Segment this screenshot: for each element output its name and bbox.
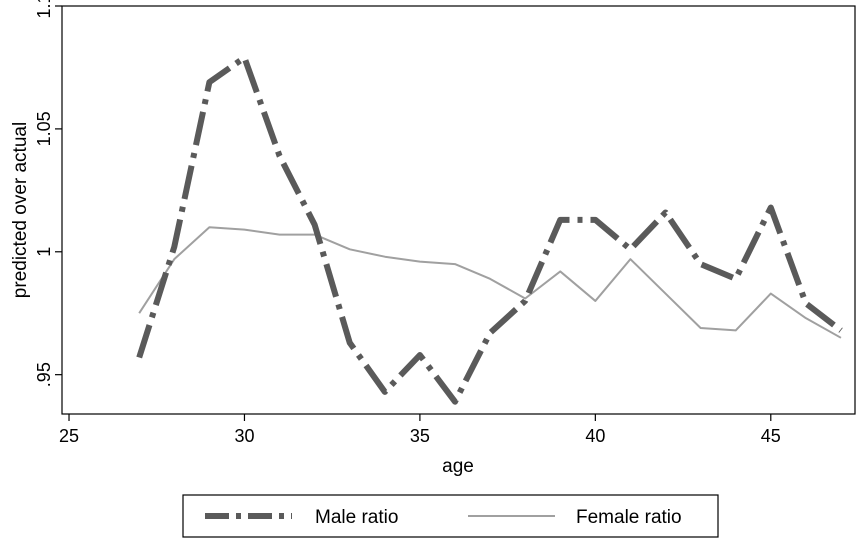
x-axis-title: age [442,456,474,477]
series-line-male-ratio [136,54,843,405]
y-tick-label: 1.1 [34,0,54,19]
y-tick-label: 1.05 [34,111,54,146]
y-tick-label: 1 [34,247,54,257]
y-axis-title: predicted over actual [10,122,31,298]
legend-box [182,494,719,538]
x-tick-label: 25 [59,426,79,446]
legend-label-male-ratio: Male ratio [315,507,398,528]
x-tick-label: 40 [585,426,605,446]
legend: Male ratio Female ratio [182,494,719,538]
legend-label-female-ratio: Female ratio [576,507,682,528]
y-tick-label: .95 [34,362,54,387]
x-axis: 25 30 35 40 45 [59,414,781,446]
x-tick-label: 35 [410,426,430,446]
y-axis: .95 1 1.05 1.1 [34,0,62,387]
series-line-female-ratio [138,226,842,339]
x-tick-label: 45 [761,426,781,446]
x-tick-label: 30 [234,426,254,446]
series-layer [136,54,843,405]
plot-area-frame [61,5,856,415]
